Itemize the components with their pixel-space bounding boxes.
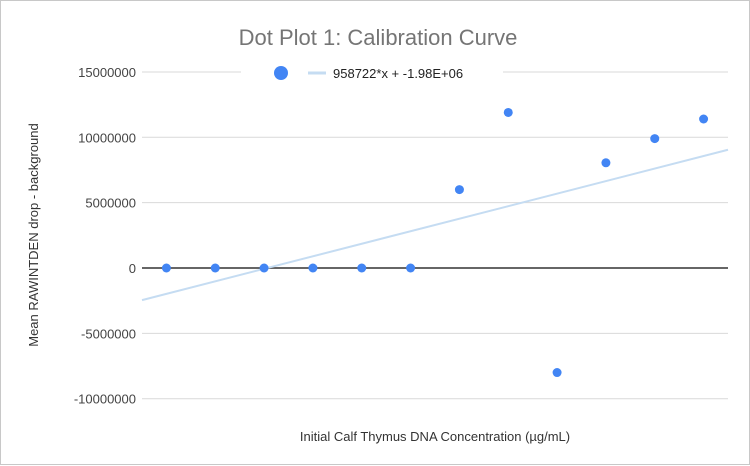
data-point [454, 185, 464, 195]
legend-trendline-label: 958722*x + -1.98E+06 [333, 66, 463, 81]
legend: 958722*x + -1.98E+06 [241, 66, 503, 81]
data-point [161, 263, 171, 273]
data-point [357, 263, 367, 273]
y-tick-label: 10000000 [78, 130, 136, 145]
legend-marker-icon [274, 66, 288, 80]
data-point [503, 107, 513, 117]
data-point [650, 134, 660, 144]
y-tick-label: 5000000 [85, 196, 136, 211]
data-point [406, 263, 416, 273]
y-tick-label: 0 [129, 261, 136, 276]
data-point [601, 158, 611, 168]
data-point [699, 114, 709, 124]
x-axis-label: Initial Calf Thymus DNA Concentration (µ… [300, 429, 570, 444]
y-axis-label: Mean RAWINTDEN drop - background [26, 123, 41, 347]
trendline [141, 148, 729, 302]
data-point [308, 263, 318, 273]
y-tick-label: 15000000 [78, 65, 136, 80]
data-point [210, 263, 220, 273]
chart-title: Dot Plot 1: Calibration Curve [239, 25, 518, 50]
y-tick-label: -5000000 [81, 326, 136, 341]
data-point [259, 263, 269, 273]
data-point [552, 368, 562, 378]
y-tick-label: -10000000 [74, 392, 136, 407]
